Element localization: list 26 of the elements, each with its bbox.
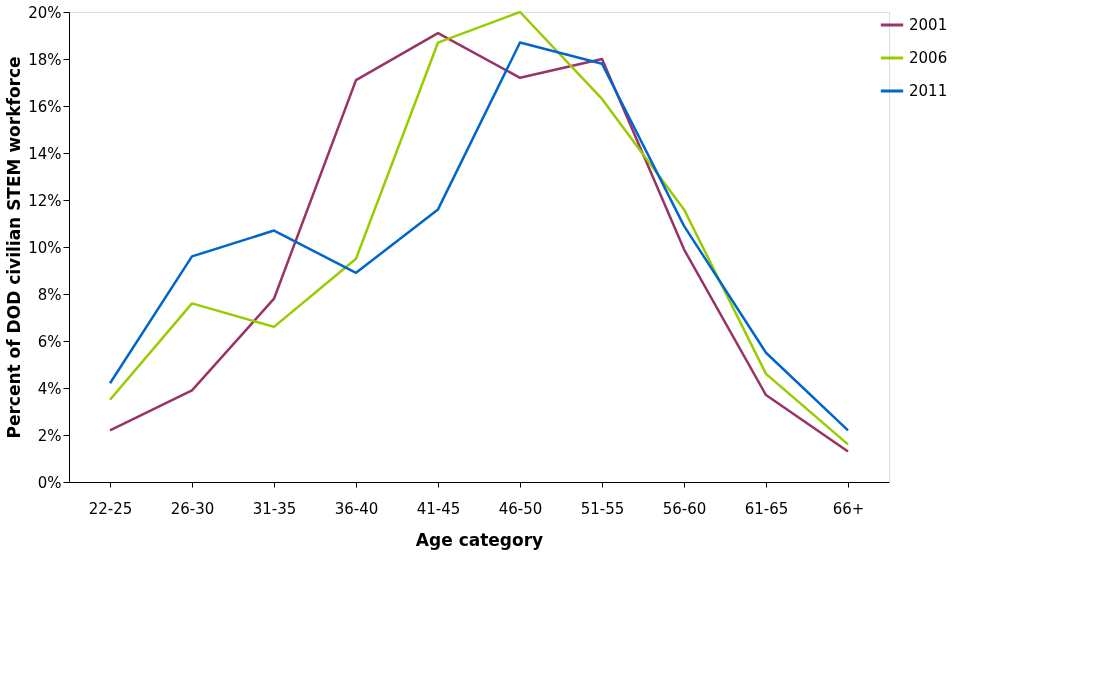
x-tick-label: 36-40 bbox=[334, 499, 379, 518]
x-tick-label: 26-30 bbox=[170, 499, 215, 518]
y-tick-label: 6% bbox=[37, 332, 62, 351]
y-tick-label: 12% bbox=[28, 191, 62, 210]
x-tick-label: 51-55 bbox=[580, 499, 625, 518]
y-tick-label: 2% bbox=[37, 426, 62, 445]
y-tick-label: 16% bbox=[28, 97, 62, 116]
y-tick-label: 18% bbox=[28, 50, 62, 69]
legend-label: 2001 bbox=[909, 16, 948, 34]
y-axis-title: Percent of DOD civilian STEM workforce bbox=[4, 56, 25, 439]
x-tick-label: 22-25 bbox=[88, 499, 133, 518]
y-tick-label: 8% bbox=[37, 285, 62, 304]
y-tick-label: 14% bbox=[28, 144, 62, 163]
y-tick-label: 20% bbox=[28, 3, 62, 22]
legend-label: 2006 bbox=[909, 49, 948, 67]
y-tick-label: 4% bbox=[37, 379, 62, 398]
x-tick-label: 66+ bbox=[832, 499, 865, 518]
x-tick-label: 56-60 bbox=[662, 499, 707, 518]
y-tick-label: 10% bbox=[28, 238, 62, 257]
x-tick-label: 46-50 bbox=[498, 499, 543, 518]
x-tick-label: 31-35 bbox=[252, 499, 297, 518]
y-tick-label: 0% bbox=[37, 473, 62, 492]
legend-label: 2011 bbox=[909, 82, 948, 100]
x-tick-label: 41-45 bbox=[416, 499, 461, 518]
x-tick-label: 61-65 bbox=[744, 499, 789, 518]
x-axis-title: Age category bbox=[415, 529, 544, 550]
